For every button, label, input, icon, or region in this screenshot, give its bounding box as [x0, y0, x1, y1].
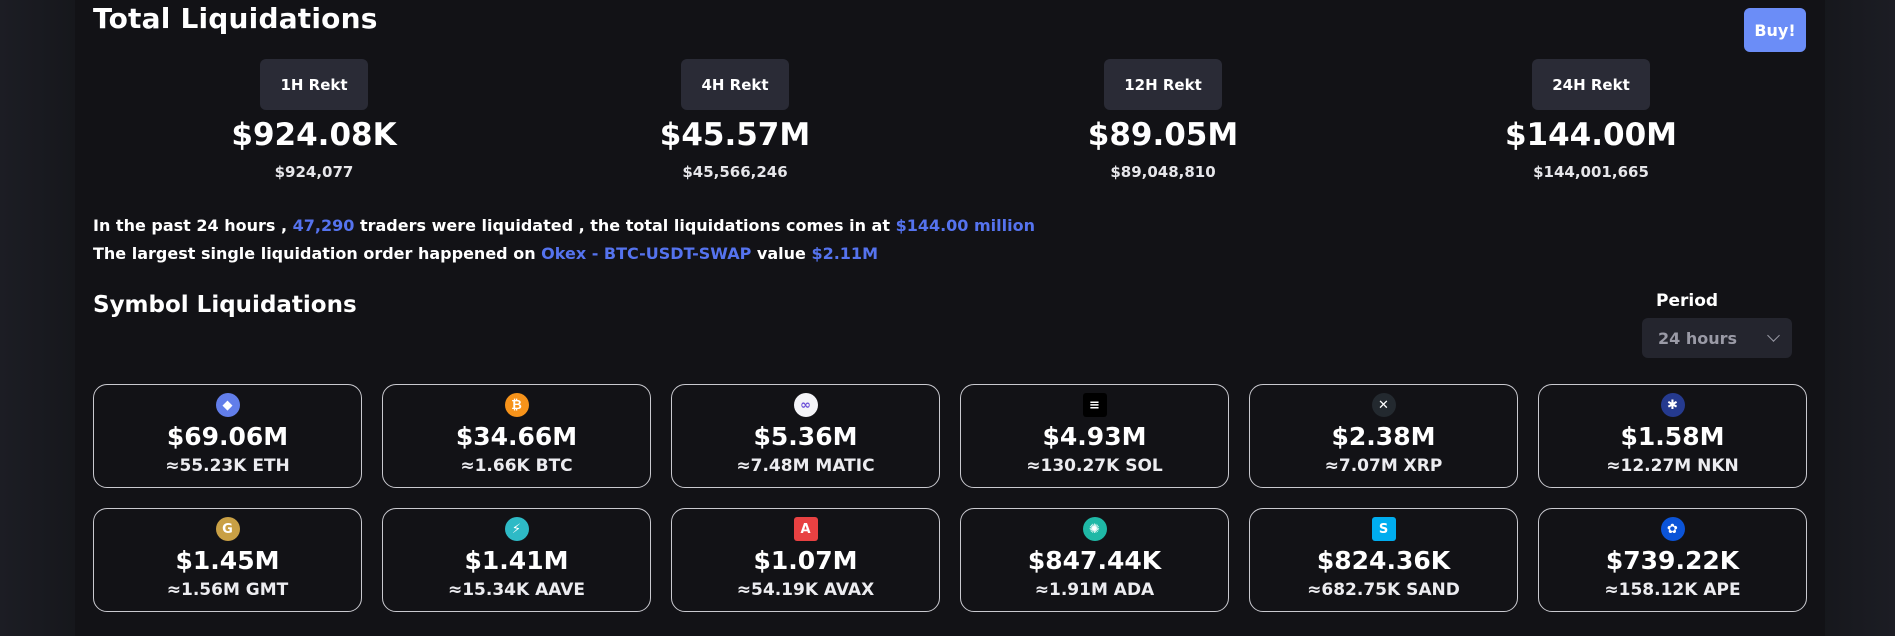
xrp-icon: ✕	[1371, 393, 1396, 417]
rekt-value: $89.05M	[1087, 117, 1239, 153]
card-value: $34.66M	[455, 422, 578, 451]
symbol-card[interactable]: ◆ $69.06M ≈55.23K ETH	[93, 384, 362, 488]
period-value: 24 hours	[1658, 328, 1738, 348]
gmt-icon: G	[215, 517, 240, 541]
card-value: $2.38M	[1331, 422, 1436, 451]
rekt-value: $144.00M	[1504, 117, 1678, 153]
aave-icon: ⚡	[504, 517, 529, 541]
card-amount: ≈1.56M GMT	[166, 580, 289, 600]
card-amount: ≈15.34K AAVE	[447, 580, 586, 600]
card-amount: ≈7.07M XRP	[1324, 456, 1443, 476]
card-value: $739.22K	[1605, 546, 1740, 575]
card-value: $1.45M	[175, 546, 280, 575]
period-select[interactable]: 24 hours	[1642, 318, 1792, 358]
card-value: $4.93M	[1042, 422, 1147, 451]
card-value: $1.58M	[1620, 422, 1725, 451]
avax-icon: A	[793, 517, 818, 541]
rekt-value: $924.08K	[231, 117, 397, 153]
rekt-1h: 1H Rekt $924.08K $924,077	[154, 59, 474, 181]
ada-icon: ✺	[1082, 517, 1107, 541]
sol-icon: ≡	[1082, 393, 1107, 417]
summary-line-1: In the past 24 hours , 47,290 traders we…	[93, 212, 1035, 240]
chevron-down-icon	[1767, 329, 1780, 342]
card-value: $1.41M	[464, 546, 569, 575]
buy-button[interactable]: Buy!	[1744, 8, 1806, 52]
largest-order-value: $2.11M	[811, 244, 878, 263]
card-amount: ≈54.19K AVAX	[736, 580, 875, 600]
summary-text: In the past 24 hours ,	[93, 216, 288, 235]
card-amount: ≈130.27K SOL	[1026, 456, 1163, 476]
liquidation-summary: In the past 24 hours , 47,290 traders we…	[93, 212, 1035, 268]
summary-text: The largest single liquidation order hap…	[93, 244, 536, 263]
rekt-exact: $45,566,246	[682, 163, 788, 181]
card-value: $69.06M	[166, 422, 289, 451]
rekt-12h: 12H Rekt $89.05M $89,048,810	[1003, 59, 1323, 181]
card-amount: ≈55.23K ETH	[165, 456, 290, 476]
summary-line-2: The largest single liquidation order hap…	[93, 240, 1035, 268]
ape-icon: ✿	[1660, 517, 1685, 541]
symbol-card[interactable]: A $1.07M ≈54.19K AVAX	[671, 508, 940, 612]
symbol-card[interactable]: G $1.45M ≈1.56M GMT	[93, 508, 362, 612]
card-amount: ≈7.48M MATIC	[736, 456, 875, 476]
page-title: Total Liquidations	[93, 2, 378, 35]
rekt-exact: $89,048,810	[1110, 163, 1216, 181]
btc-icon: ₿	[504, 393, 529, 417]
summary-text: value	[756, 244, 806, 263]
rekt-24h: 24H Rekt $144.00M $144,001,665	[1431, 59, 1751, 181]
symbol-card[interactable]: ✕ $2.38M ≈7.07M XRP	[1249, 384, 1518, 488]
symbol-card[interactable]: ✱ $1.58M ≈12.27M NKN	[1538, 384, 1807, 488]
sand-icon: S	[1371, 517, 1396, 541]
symbol-card[interactable]: ⚡ $1.41M ≈15.34K AAVE	[382, 508, 651, 612]
symbol-card[interactable]: ≡ $4.93M ≈130.27K SOL	[960, 384, 1229, 488]
eth-icon: ◆	[215, 393, 240, 417]
card-amount: ≈682.75K SAND	[1307, 580, 1460, 600]
symbol-card[interactable]: S $824.36K ≈682.75K SAND	[1249, 508, 1518, 612]
tab-4h-rekt[interactable]: 4H Rekt	[681, 59, 789, 110]
summary-text: traders were liquidated , the total liqu…	[359, 216, 890, 235]
tab-24h-rekt[interactable]: 24H Rekt	[1532, 59, 1650, 110]
symbol-card[interactable]: ✺ $847.44K ≈1.91M ADA	[960, 508, 1229, 612]
symbol-card[interactable]: ₿ $34.66M ≈1.66K BTC	[382, 384, 651, 488]
symbol-grid: ◆ $69.06M ≈55.23K ETH ₿ $34.66M ≈1.66K BTC ∞ $5…	[93, 384, 1807, 612]
period-label: Period	[1656, 291, 1719, 311]
exchange-pair-link[interactable]: Okex - BTC-USDT-SWAP	[541, 244, 752, 263]
nkn-icon: ✱	[1660, 393, 1685, 417]
tab-12h-rekt[interactable]: 12H Rekt	[1104, 59, 1222, 110]
card-value: $1.07M	[753, 546, 858, 575]
card-value: $824.36K	[1316, 546, 1451, 575]
card-amount: ≈12.27M NKN	[1606, 456, 1739, 476]
card-value: $5.36M	[753, 422, 858, 451]
card-value: $847.44K	[1027, 546, 1162, 575]
card-amount: ≈1.91M ADA	[1034, 580, 1155, 600]
tab-1h-rekt[interactable]: 1H Rekt	[260, 59, 368, 110]
card-amount: ≈1.66K BTC	[460, 456, 573, 476]
rekt-value: $45.57M	[659, 117, 811, 153]
total-liquidations: $144.00 million	[895, 216, 1035, 235]
rekt-4h: 4H Rekt $45.57M $45,566,246	[575, 59, 895, 181]
rekt-exact: $144,001,665	[1533, 163, 1649, 181]
symbol-card[interactable]: ∞ $5.36M ≈7.48M MATIC	[671, 384, 940, 488]
section-title: Symbol Liquidations	[93, 292, 357, 318]
traders-count: 47,290	[292, 216, 355, 235]
card-amount: ≈158.12K APE	[1604, 580, 1741, 600]
rekt-exact: $924,077	[274, 163, 354, 181]
symbol-card[interactable]: ✿ $739.22K ≈158.12K APE	[1538, 508, 1807, 612]
matic-icon: ∞	[793, 393, 818, 417]
